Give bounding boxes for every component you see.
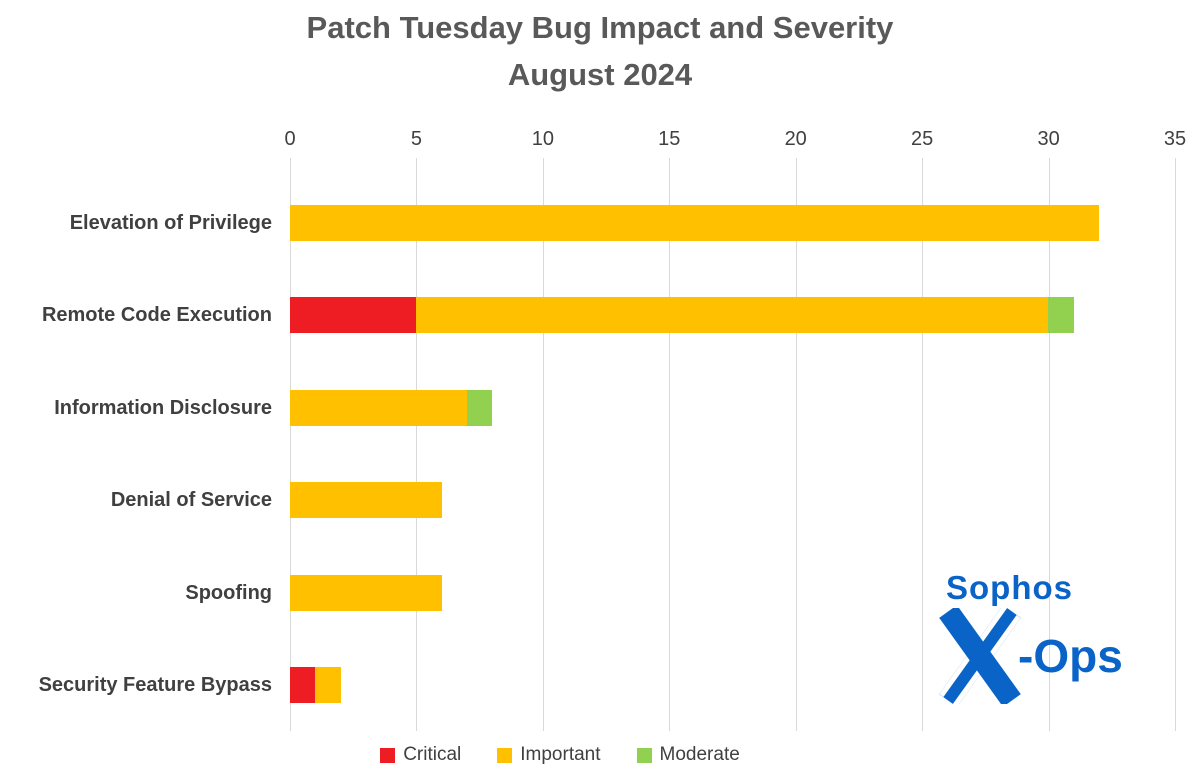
x-tick-label: 5 — [410, 128, 422, 150]
x-tick-label: 25 — [910, 128, 934, 150]
bar-segment-important — [290, 204, 1100, 241]
chart-title: Patch Tuesday Bug Impact and Severity Au… — [0, 4, 1200, 98]
bar-row — [290, 482, 442, 518]
legend-item-moderate: Moderate — [636, 744, 740, 766]
x-tick-label: 10 — [531, 128, 555, 150]
gridline-x15 — [669, 158, 671, 731]
sophos-wordmark: Sophos — [946, 569, 1073, 606]
bar-row — [290, 389, 493, 426]
plot-area: 0 5 10 15 20 25 30 35 — [284, 128, 1186, 731]
legend-item-critical: Critical — [380, 744, 461, 766]
category-label: Remote Code Execution — [41, 304, 272, 326]
legend-item-important: Important — [497, 744, 601, 766]
legend-swatch — [636, 747, 652, 763]
legend-label: Important — [520, 744, 601, 765]
x-tick-label: 15 — [658, 128, 681, 150]
bar-segment-important — [290, 482, 442, 518]
bar-row — [290, 297, 1074, 333]
legend-label: Moderate — [659, 744, 740, 765]
category-label: Information Disclosure — [54, 396, 272, 419]
gridline-x5 — [416, 158, 418, 731]
legend-swatch — [497, 747, 513, 763]
x-tick-label: 30 — [1037, 128, 1060, 150]
legend-label: Critical — [403, 744, 462, 765]
bar-segment-important — [315, 667, 341, 703]
bar-row — [290, 667, 341, 703]
gridline-x10 — [542, 158, 544, 731]
ops-wordmark: -Ops — [1018, 630, 1123, 682]
xops-row: -Ops — [938, 608, 1178, 704]
bar-segment-important — [290, 574, 442, 611]
bar-segment-critical — [290, 297, 417, 333]
bar-segment-important — [416, 297, 1049, 333]
x-tick-label: 20 — [784, 128, 807, 150]
category-label: Denial of Service — [110, 489, 272, 511]
x-icon — [939, 608, 1021, 704]
bar-segment-important — [290, 389, 467, 426]
gridline-x0 — [290, 158, 291, 731]
x-tick-label: 0 — [284, 128, 296, 150]
category-label: Elevation of Privilege — [69, 211, 272, 234]
x-tick-label: 35 — [1163, 128, 1187, 150]
chart-title-line1: Patch Tuesday Bug Impact and Severity — [306, 10, 894, 45]
category-label: Spoofing — [185, 581, 272, 604]
gridline-x20 — [795, 158, 797, 731]
bar-segment-critical — [290, 667, 316, 703]
sophos-xops-logo: Sophos -Ops — [938, 570, 1178, 704]
legend: Critical Important Moderate — [0, 744, 1120, 766]
chart-title-line2: August 2024 — [507, 57, 693, 92]
gridline-x30 — [1048, 158, 1050, 731]
bar-segment-moderate — [1048, 297, 1074, 333]
category-label: Security Feature Bypass — [38, 674, 272, 696]
gridline-x25 — [922, 158, 924, 731]
bar-segment-moderate — [467, 389, 493, 426]
bar-row — [290, 204, 1100, 241]
gridline-x35 — [1175, 158, 1176, 731]
bar-row — [290, 574, 442, 611]
legend-swatch — [380, 747, 396, 763]
